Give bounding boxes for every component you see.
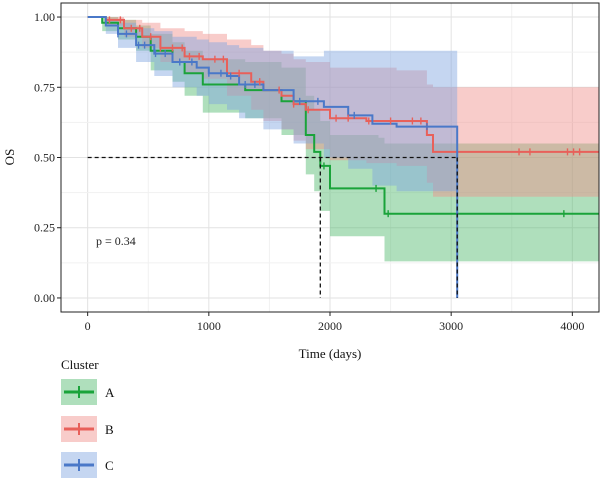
grid-lines [61,3,599,312]
x-tick-label: 4000 [560,319,584,333]
legend: Cluster A B C [61,357,115,478]
y-tick-label: 0.75 [34,80,55,94]
survival-line-c [87,16,459,298]
legend-item-c: C [61,452,114,478]
censor-marks [108,16,581,218]
x-tick-label: 2000 [318,319,342,333]
y-tick-label: 0.25 [34,221,55,235]
legend-label: C [105,458,114,473]
legend-item-b: B [61,416,114,442]
legend-label: A [105,385,115,400]
legend-item-a: A [61,379,115,405]
x-axis: 0 1000 2000 3000 4000 [85,312,584,333]
y-axis-title: OS [2,149,17,166]
y-axis: 0.00 0.25 0.50 0.75 1.00 [34,10,61,305]
y-tick-label: 1.00 [34,10,55,24]
legend-label: B [105,422,114,437]
legend-title: Cluster [61,357,99,372]
x-tick-label: 3000 [439,319,463,333]
ci-band-a [87,17,599,262]
p-value-annotation: p = 0.34 [96,234,136,248]
x-tick-label: 1000 [197,319,221,333]
x-tick-label: 0 [85,319,91,333]
median-lines [87,156,458,298]
survival-line-b [87,16,599,153]
y-tick-label: 0.50 [34,151,55,165]
y-tick-label: 0.00 [34,291,55,305]
x-axis-title: Time (days) [299,346,362,361]
